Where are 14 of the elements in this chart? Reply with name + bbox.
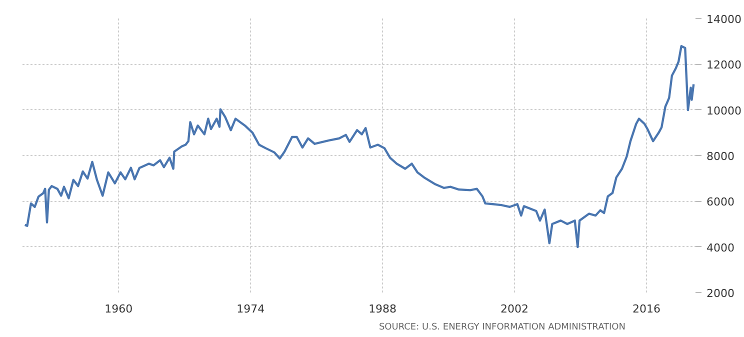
x-tick-label: 1974 <box>236 302 265 316</box>
source-note: SOURCE: U.S. ENERGY INFORMATION ADMINISTRATION <box>378 322 626 332</box>
y-tick-label: 14000 <box>706 13 742 26</box>
y-tick-label: 8000 <box>706 150 734 163</box>
x-tick-label: 2002 <box>500 302 529 316</box>
x-tick-label: 1960 <box>104 302 133 316</box>
x-tick-label: 1988 <box>368 302 397 316</box>
y-tick-label: 12000 <box>706 58 742 72</box>
x-tick-label: 2016 <box>632 302 660 316</box>
y-tick-label: 10000 <box>706 104 742 118</box>
line-series <box>24 45 695 248</box>
y-tick-label: 4000 <box>706 241 734 254</box>
y-tick-label: 6000 <box>706 196 734 209</box>
y-tick-label: 2000 <box>706 287 734 300</box>
